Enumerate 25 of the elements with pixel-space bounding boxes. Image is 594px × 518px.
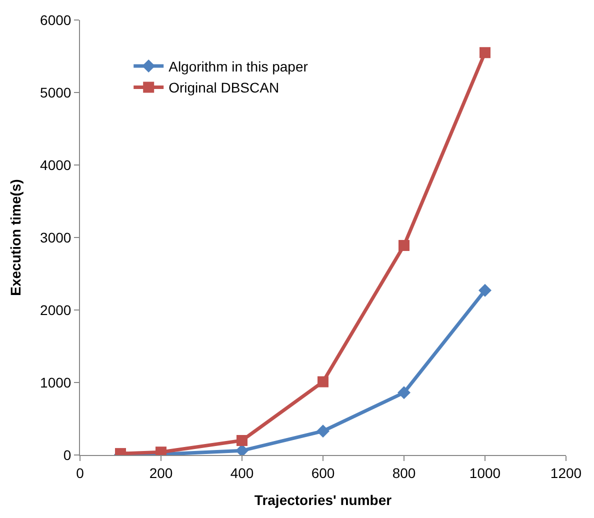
x-tick-label: 1000 [469, 464, 501, 481]
y-axis-title: Execution time(s) [8, 179, 24, 296]
point [398, 386, 410, 400]
x-axis-title: Trajectories' number [254, 492, 392, 508]
y-tick-label: 3000 [40, 229, 72, 246]
y-tick-label: 2000 [40, 302, 72, 318]
point [480, 47, 490, 58]
y-tick-label: 5000 [40, 84, 72, 100]
x-tick-label: 200 [149, 464, 173, 481]
x-tick-label: 400 [230, 464, 254, 481]
point [316, 424, 330, 438]
point [478, 284, 492, 297]
legend-label: Algorithm in this paper [168, 58, 308, 75]
x-tick-label: 800 [392, 464, 416, 481]
x-tick-label: 600 [311, 464, 335, 481]
y-tick-label: 6000 [40, 12, 72, 28]
point [398, 240, 410, 251]
x-tick-label: 1200 [550, 464, 582, 481]
legend-label: Original DBSCAN [168, 80, 280, 96]
point [236, 435, 248, 446]
x-tick-label: 0 [76, 464, 84, 481]
y-tick-label: 0 [63, 446, 72, 463]
y-tick-label: 1000 [40, 374, 72, 390]
point [318, 376, 328, 388]
y-tick-label: 4000 [40, 156, 72, 173]
